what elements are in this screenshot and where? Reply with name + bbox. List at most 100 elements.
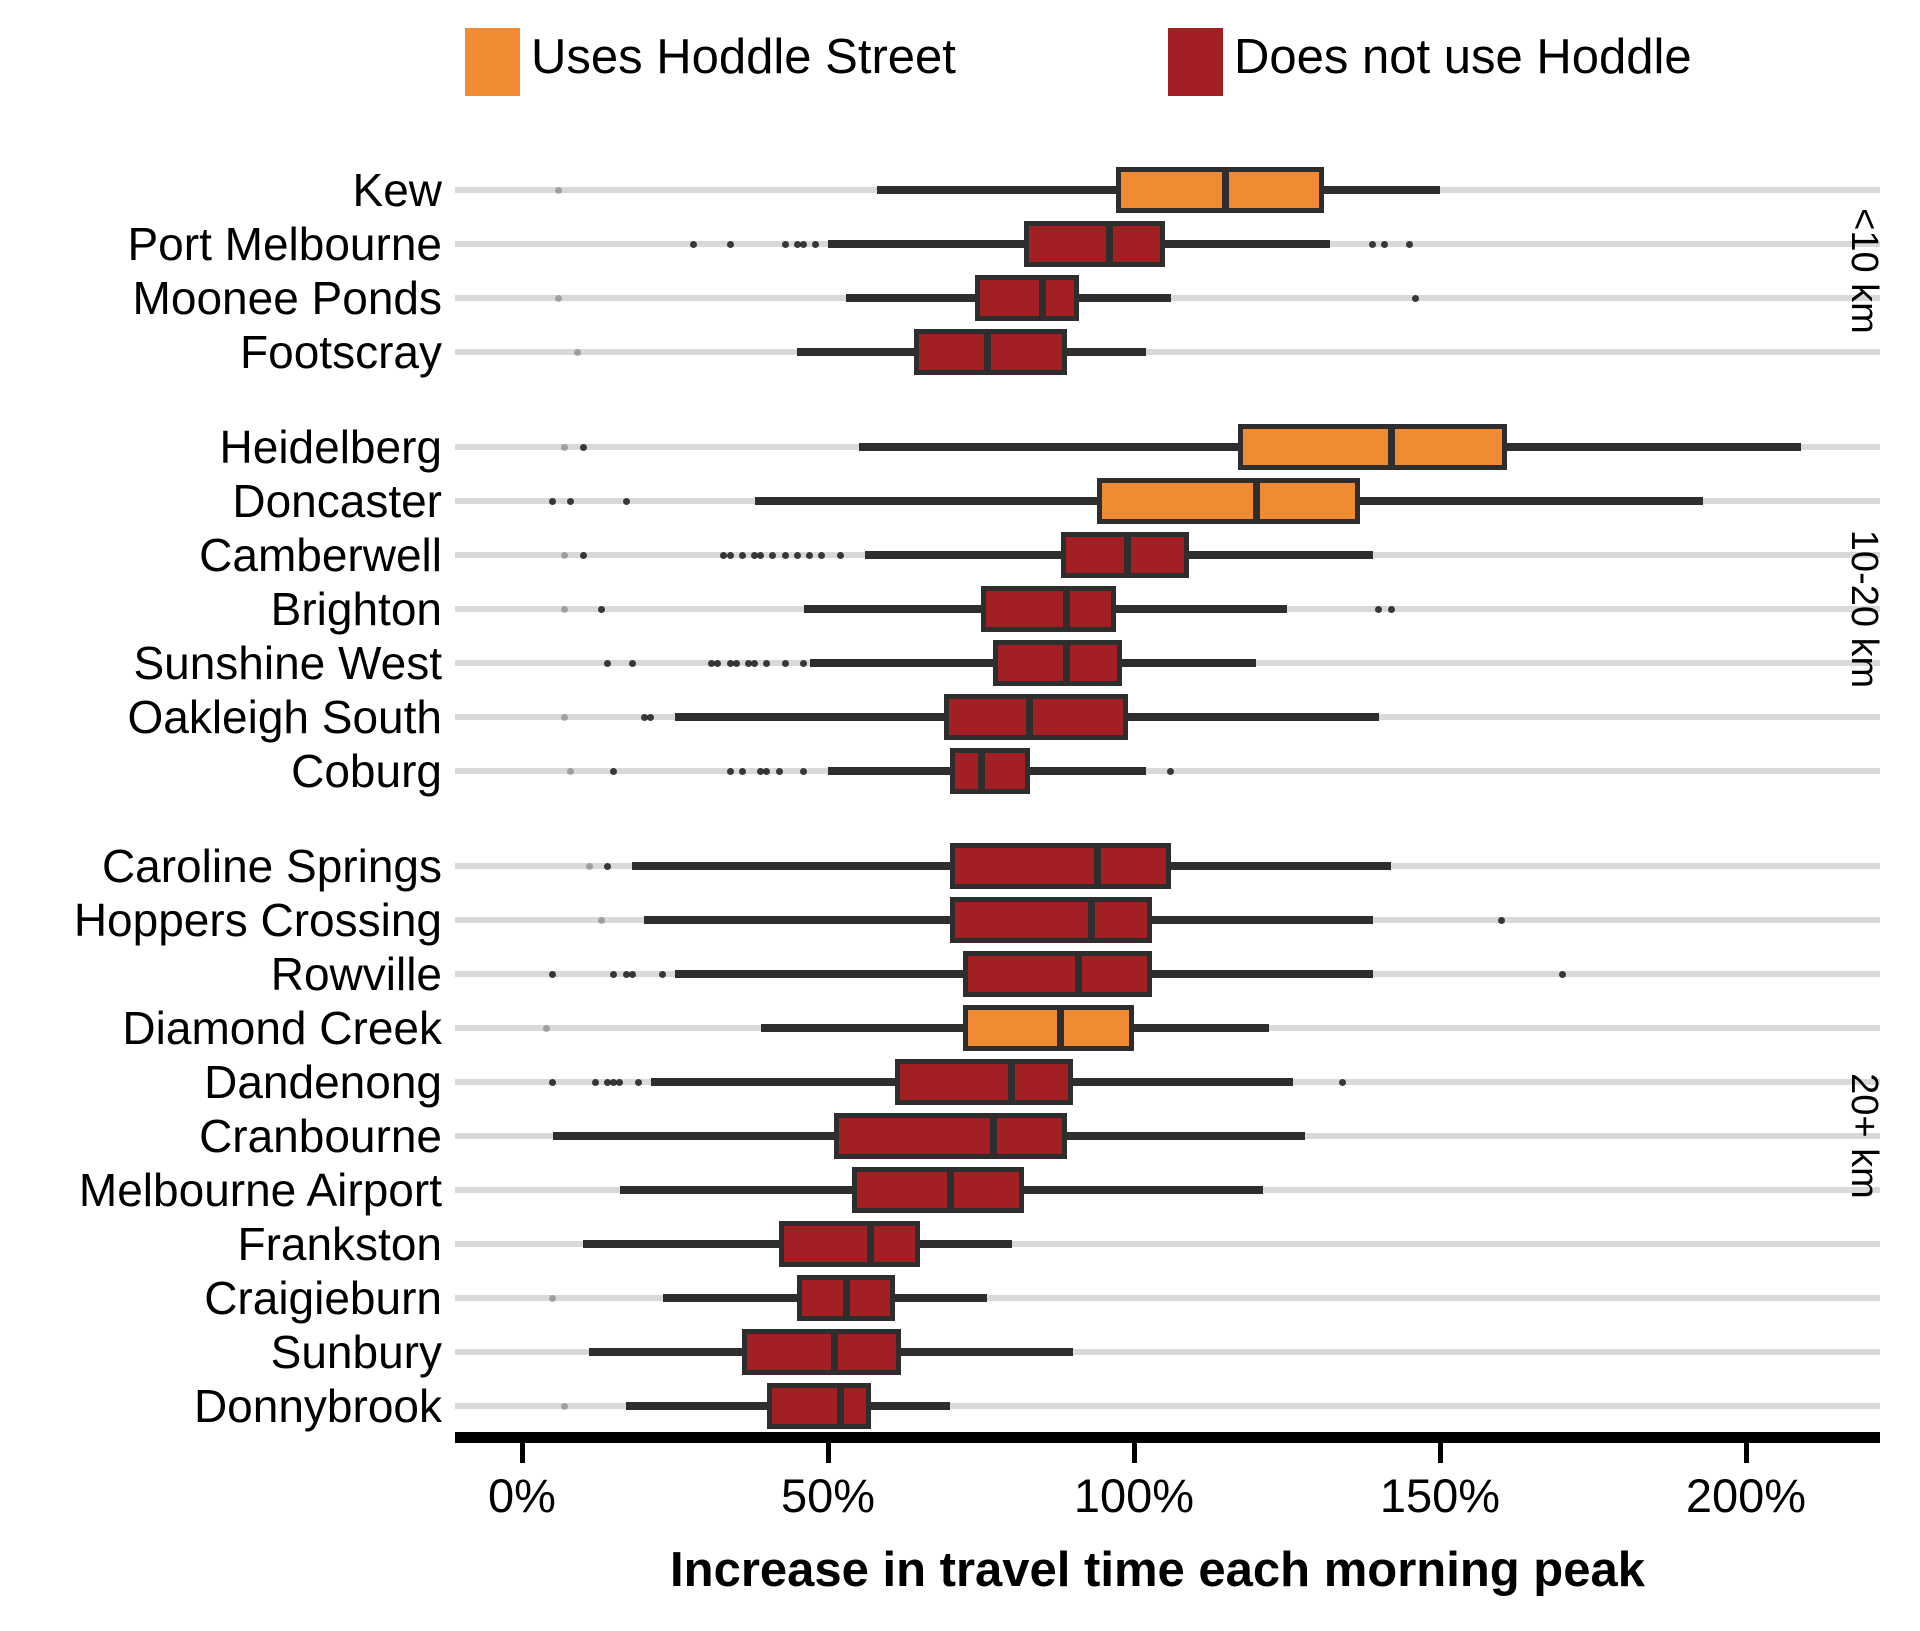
row-label: Port Melbourne (127, 218, 443, 270)
outlier-dot (585, 862, 593, 870)
outlier-dot (610, 767, 618, 775)
row-label: Oakleigh South (127, 691, 442, 743)
median-line (1387, 424, 1395, 470)
legend-swatch (465, 28, 520, 96)
outlier-dot (1497, 916, 1505, 924)
row-label: Camberwell (199, 529, 442, 581)
row-label: Donnybrook (193, 1380, 442, 1432)
box-iqr (1023, 221, 1165, 267)
axis-tick (1437, 1443, 1443, 1463)
box-iqr (950, 843, 1171, 889)
median-line (1063, 640, 1071, 686)
median-line (1106, 221, 1114, 267)
outlier-dot (1375, 605, 1383, 613)
outlier-dot (1369, 240, 1377, 248)
row-gridline (455, 1241, 1880, 1247)
outlier-dot (604, 659, 612, 667)
axis-tick-label: 150% (1379, 1469, 1501, 1522)
box-iqr (974, 275, 1079, 321)
box-iqr (1097, 478, 1361, 524)
box-iqr (895, 1059, 1073, 1105)
group-label: 10-20 km (1843, 529, 1885, 689)
row-label: Caroline Springs (101, 840, 442, 892)
row-label: Rowville (270, 948, 442, 1000)
row-label: Melbourne Airport (78, 1164, 442, 1216)
median-line (1063, 586, 1071, 632)
outlier-dot (647, 713, 655, 721)
outlier-dot (738, 551, 746, 559)
outlier-dot (622, 497, 630, 505)
outlier-dot (561, 713, 569, 721)
axis-tick (825, 1443, 831, 1463)
outlier-dot (659, 970, 667, 978)
outlier-dot (708, 659, 716, 667)
outlier-dot (800, 240, 808, 248)
median-line (1222, 167, 1230, 213)
axis-tick-label: 0% (488, 1469, 556, 1522)
outlier-dot (751, 551, 759, 559)
outlier-dot (726, 551, 734, 559)
outlier-dot (561, 1402, 569, 1410)
outlier-dot (1405, 240, 1413, 248)
box-iqr (944, 694, 1128, 740)
outlier-dot (555, 186, 563, 194)
box-iqr (779, 1221, 920, 1267)
outlier-dot (567, 497, 575, 505)
axis-tick-label: 100% (1073, 1469, 1195, 1522)
median-line (1075, 951, 1083, 997)
box-iqr (834, 1113, 1067, 1159)
outlier-dot (634, 1078, 642, 1086)
outlier-dot (1387, 605, 1395, 613)
box-iqr (993, 640, 1122, 686)
row-label: Kew (352, 164, 442, 216)
outlier-dot (757, 767, 765, 775)
outlier-dot (604, 862, 612, 870)
row-label: Dandenong (204, 1056, 442, 1108)
outlier-dot (800, 659, 808, 667)
outlier-dot (561, 605, 569, 613)
outlier-dot (1167, 767, 1175, 775)
median-line (836, 1383, 844, 1429)
outlier-dot (744, 659, 752, 667)
box-iqr (962, 1005, 1134, 1051)
row-label: Doncaster (232, 475, 442, 527)
outlier-dot (836, 551, 844, 559)
axis-line (455, 1432, 1880, 1443)
median-line (1093, 843, 1101, 889)
median-line (946, 1167, 954, 1213)
outlier-dot (549, 497, 557, 505)
outlier-dot (714, 659, 722, 667)
outlier-dot (781, 551, 789, 559)
outlier-dot (567, 767, 575, 775)
legend: Uses Hoddle Street Does not use Hoddle (0, 22, 1920, 112)
box-iqr (950, 748, 1030, 794)
outlier-dot (751, 659, 759, 667)
median-line (1038, 275, 1046, 321)
outlier-dot (800, 767, 808, 775)
group-label: <10 km (1843, 208, 1885, 334)
row-label: Craigieburn (204, 1272, 442, 1324)
box-iqr (1238, 424, 1508, 470)
outlier-dot (1381, 240, 1389, 248)
outlier-dot (598, 605, 606, 613)
outlier-dot (616, 1078, 624, 1086)
outlier-dot (604, 1078, 612, 1086)
outlier-dot (1558, 970, 1566, 978)
outlier-dot (549, 1078, 557, 1086)
outlier-dot (628, 659, 636, 667)
outlier-dot (610, 970, 618, 978)
outlier-dot (793, 240, 801, 248)
median-line (989, 1113, 997, 1159)
outlier-dot (818, 551, 826, 559)
outlier-dot (757, 551, 765, 559)
row-gridline (455, 1403, 1880, 1409)
x-axis-title: Increase in travel time each morning pea… (670, 1543, 1645, 1597)
outlier-dot (812, 240, 820, 248)
outlier-dot (793, 551, 801, 559)
box-iqr (852, 1167, 1024, 1213)
median-line (1087, 897, 1095, 943)
row-label: Diamond Creek (122, 1002, 442, 1054)
median-line (1057, 1005, 1065, 1051)
outlier-dot (1412, 294, 1420, 302)
